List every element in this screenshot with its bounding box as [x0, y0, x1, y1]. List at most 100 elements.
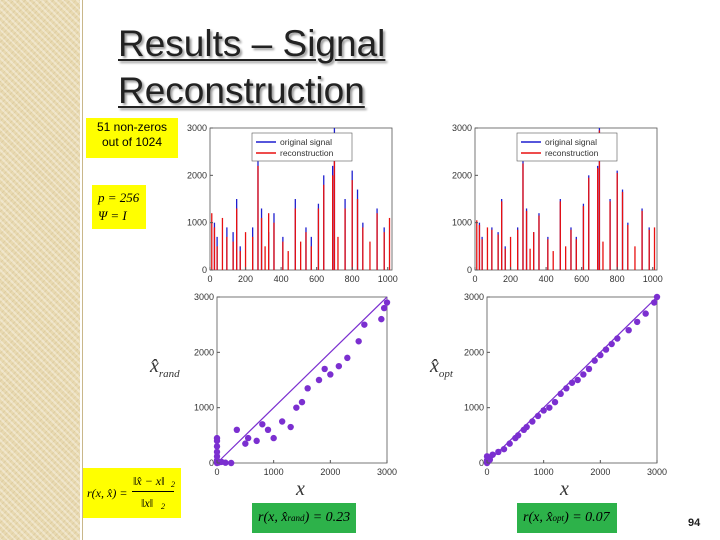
y-tick-label: 0: [202, 265, 207, 275]
scatter-point: [361, 321, 368, 328]
page-number: 94: [688, 517, 701, 529]
scatter-point: [213, 453, 221, 460]
y-tick-label: 1000: [187, 218, 207, 228]
scatter-point: [523, 423, 530, 431]
scatter-point: [293, 404, 300, 411]
scatter-point: [383, 299, 391, 306]
title-line-1: Results – Signal: [118, 23, 386, 64]
rand-result-box: r(x, x̂ rand) = 0.23: [252, 503, 356, 533]
scatter-point: [380, 304, 388, 312]
rand-result-value: ) = 0.23: [304, 510, 351, 525]
opt-result-box: r(x, x̂ opt) = 0.07: [517, 503, 617, 533]
scatter-point: [546, 404, 553, 411]
decorative-strip: [0, 0, 80, 540]
x-tick-label: 400: [539, 274, 554, 284]
scatter-point: [335, 362, 343, 370]
y-tick-label: 0: [467, 265, 472, 275]
slide-title: Results – Signal Reconstruction: [118, 20, 478, 114]
x-tick-label: 0: [207, 274, 212, 284]
y-tick-label: 0: [479, 458, 484, 468]
scatter-point: [514, 432, 522, 439]
x-tick-label: 0: [484, 467, 489, 477]
x-tick-label: 200: [503, 274, 518, 284]
scatter-point: [506, 440, 513, 447]
chart-bottom-right: 0 1000 2000 3000 0 1000 2000 3000: [464, 292, 667, 477]
divider-line: [82, 0, 83, 540]
identity-line: [216, 296, 388, 464]
param-p: p = 256: [98, 190, 140, 205]
ratio-denominator: ‖x‖: [141, 496, 154, 510]
legend-box: [516, 132, 618, 162]
scatter-point: [213, 434, 221, 442]
scatter-point: [315, 376, 323, 384]
xhat-opt-label: x̂opt: [430, 355, 453, 380]
scatter-point: [486, 456, 494, 463]
legend-box: [251, 132, 353, 162]
scatter-point: [650, 299, 658, 306]
x-tick-label: 200: [238, 274, 253, 284]
scatter-point: [614, 335, 621, 342]
scatter-point: [633, 318, 641, 326]
xhat-opt-sub: opt: [438, 368, 453, 380]
rand-result-sub: rand: [287, 513, 305, 523]
opt-result-sub: opt: [552, 513, 565, 523]
x-tick-label: 800: [345, 274, 360, 284]
y-tick-label: 3000: [464, 292, 484, 302]
scatter-point: [253, 437, 260, 445]
ratio-numerator: ‖x̂ − x‖: [133, 474, 165, 488]
scatter-point: [378, 315, 385, 323]
scatter-point: [557, 390, 564, 398]
xhat-rand-label: x̂rand: [150, 355, 180, 380]
scatter-point: [642, 310, 649, 317]
title-line-2: Reconstruction: [118, 70, 365, 111]
fraction-bar: [132, 491, 174, 492]
y-tick-label: 2000: [187, 170, 207, 180]
parameter-box: p = 256 Ψ = I: [92, 185, 146, 229]
y-tick-label: 1000: [464, 403, 484, 413]
chart-top-right: 0 200 400 600 800 1000 0 1000 2000 3000 original s…: [452, 123, 663, 284]
x-tick-label: 400: [274, 274, 289, 284]
x-tick-label: 1000: [534, 467, 554, 477]
scatter-point: [489, 451, 496, 458]
y-tick-label: 3000: [452, 123, 472, 133]
x-tick-label: 600: [574, 274, 589, 284]
xhat-rand-sub: rand: [158, 368, 180, 380]
y-tick-label: 2000: [452, 170, 472, 180]
scatter-point: [580, 371, 587, 378]
y-tick-label: 2000: [194, 347, 214, 357]
x-tick-label: 1000: [643, 274, 663, 284]
ratio-lhs: r(x, x̂) =: [87, 486, 128, 500]
y-tick-label: 1000: [452, 218, 472, 228]
nonzeros-line-2: out of 1024: [101, 135, 163, 149]
scatter-point: [298, 398, 306, 406]
scatter-point: [597, 351, 604, 359]
nonzeros-line-1: 51 non-zeros: [96, 120, 168, 134]
legend-label-reconstruction: reconstruction: [280, 148, 334, 158]
scatter-point: [287, 423, 294, 431]
scatter-point: [244, 434, 252, 442]
scatter-point: [344, 354, 351, 362]
scatter-point: [540, 407, 547, 414]
scatter-point: [585, 365, 593, 373]
scatter-point: [264, 426, 272, 433]
xhat-opt-symbol: x̂: [430, 355, 439, 377]
y-tick-label: 0: [209, 458, 214, 468]
x-axis-label-left: x: [296, 478, 305, 500]
scatter-point: [551, 398, 559, 406]
x-tick-label: 0: [472, 274, 477, 284]
scatter-point: [321, 365, 328, 373]
scatter-point: [327, 371, 334, 378]
x-tick-label: 2000: [590, 467, 610, 477]
scatter-point: [213, 448, 221, 456]
scatter-point: [568, 379, 576, 386]
scatter-point: [625, 327, 632, 334]
x-tick-label: 3000: [647, 467, 667, 477]
legend-label-original: original signal: [280, 137, 332, 147]
scatter-point: [591, 357, 598, 364]
chart-top-left: 0 200 400 600 800 1000 0 1000 2000 3000 original s…: [187, 123, 398, 284]
xhat-rand-symbol: x̂: [150, 355, 159, 377]
param-psi: Ψ = I: [98, 208, 127, 223]
ratio-denominator-sub: 2: [161, 502, 165, 511]
scatter-point: [355, 338, 362, 345]
y-tick-label: 3000: [194, 292, 214, 302]
